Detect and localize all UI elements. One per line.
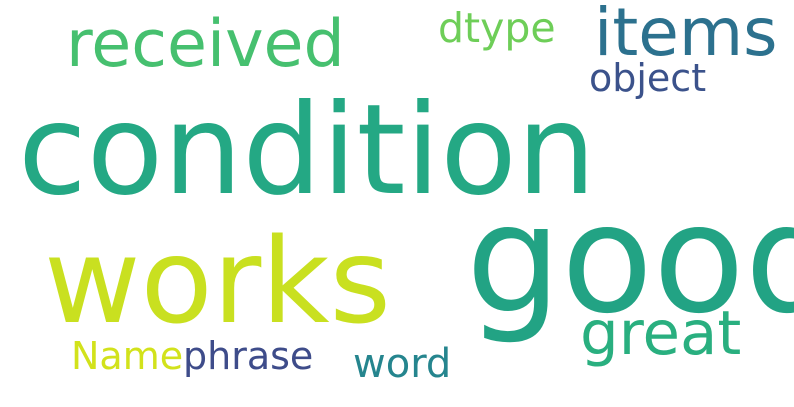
word-received: received — [66, 7, 345, 82]
word-phrase: phrase — [183, 334, 314, 378]
word-great: great — [580, 298, 742, 369]
word-works: works — [44, 212, 392, 350]
word-condition: condition — [18, 78, 596, 223]
word-name: Name — [71, 334, 184, 378]
word-word: word — [353, 341, 452, 387]
word-good: good — [466, 173, 794, 347]
word-object: object — [589, 56, 707, 100]
word-items: items — [594, 0, 778, 71]
word-dtype: dtype — [438, 4, 556, 52]
